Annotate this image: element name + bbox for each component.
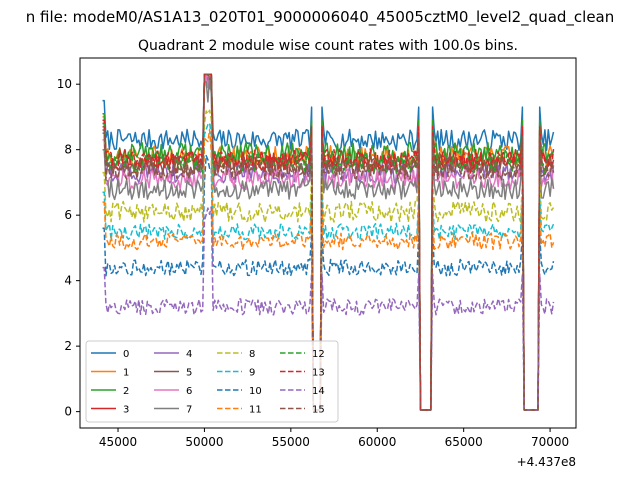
legend-label-0: 0	[123, 349, 129, 360]
legend-label-2: 2	[123, 386, 129, 397]
y-tick-label: 0	[64, 405, 72, 419]
series-line-10	[102, 154, 555, 411]
y-tick-label: 8	[64, 143, 72, 157]
plot-frame	[79, 57, 577, 429]
series-layer	[102, 73, 555, 411]
legend-label-13: 13	[312, 368, 325, 379]
x-axis: 45000 50000 55000 60000 65000 70000	[99, 428, 569, 449]
series-line-9	[102, 122, 555, 411]
x-tick-label: 65000	[445, 435, 483, 449]
y-axis: 0 2 4 6 8 10	[57, 77, 80, 419]
series-line-12	[102, 73, 554, 411]
series-line-6	[102, 73, 555, 411]
legend-frame	[85, 340, 339, 423]
legend-label-10: 10	[249, 386, 262, 397]
legend-label-1: 1	[123, 368, 129, 379]
legend-label-11: 11	[249, 405, 262, 416]
legend-label-8: 8	[249, 349, 255, 360]
x-tick-label: 50000	[185, 435, 223, 449]
series-line-11	[102, 128, 555, 411]
x-tick-label: 60000	[358, 435, 396, 449]
series-line-15	[102, 73, 555, 411]
series-line-13	[102, 73, 555, 411]
x-offset-label: +4.437e8	[517, 455, 576, 469]
y-tick-label: 10	[57, 77, 72, 91]
legend-label-15: 15	[312, 405, 325, 416]
chart-title: Quadrant 2 module wise count rates with …	[138, 38, 518, 54]
legend-label-7: 7	[186, 405, 192, 416]
legend-label-4: 4	[186, 349, 192, 360]
legend-label-6: 6	[186, 386, 192, 397]
x-tick-label: 55000	[272, 435, 310, 449]
figure-suptitle: n file: modeM0/AS1A13_020T01_9000006040_…	[26, 8, 615, 27]
x-tick-label: 70000	[531, 435, 569, 449]
y-tick-label: 6	[64, 208, 72, 222]
series-line-8	[102, 109, 555, 411]
legend-label-9: 9	[249, 368, 255, 379]
y-tick-label: 4	[64, 274, 72, 288]
series-line-7	[102, 75, 555, 411]
series-line-14	[102, 206, 555, 411]
legend-label-12: 12	[312, 349, 325, 360]
x-tick-label: 45000	[99, 435, 137, 449]
legend-label-3: 3	[123, 405, 129, 416]
series-line-0	[102, 73, 555, 411]
legend-label-5: 5	[186, 368, 192, 379]
legend-label-14: 14	[312, 386, 325, 397]
y-tick-label: 2	[64, 339, 72, 353]
